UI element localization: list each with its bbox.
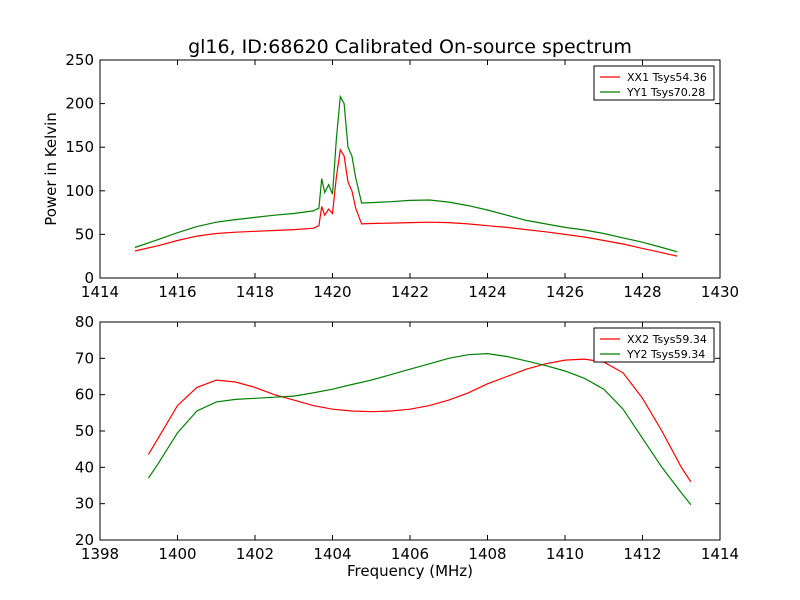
y-tick-label: 80	[75, 313, 94, 331]
y-tick-label: 60	[75, 386, 94, 404]
y-tick-label: 20	[75, 531, 94, 549]
x-tick-label: 1398	[81, 545, 119, 563]
series-line-1	[147, 358, 692, 483]
x-tick-label: 1416	[158, 283, 196, 301]
top-panel: 1414 1416 1418 1420 1422 1424 1426 1428 1430 0 50 1…	[42, 51, 739, 301]
bottom-panel: 1398 1400 1402 1404 1406 1408 1410 1412 1414 20 30…	[75, 313, 739, 580]
legend-label: YY2 Tsys59.34	[626, 348, 705, 361]
y-tick-label: 100	[65, 182, 94, 200]
x-tick-label: 1420	[313, 283, 351, 301]
legend-box	[593, 327, 715, 363]
x-tick-label: 1428	[623, 283, 661, 301]
legend: XX2 Tsys59.34 YY2 Tsys59.34	[593, 327, 715, 363]
x-tick-label: 1412	[623, 545, 661, 563]
y-tick-label: 40	[75, 458, 94, 476]
y-tick-label: 0	[84, 269, 94, 287]
y-tick-label: 30	[75, 495, 94, 513]
x-tick-label: 1430	[701, 283, 739, 301]
x-tick-label: 1426	[546, 283, 584, 301]
y-axis-title: Power in Kelvin	[42, 112, 60, 226]
series-line-1	[134, 148, 678, 257]
x-tick-label: 1424	[468, 283, 506, 301]
x-tick-label: 1406	[391, 545, 429, 563]
legend-box	[593, 65, 715, 101]
x-tick-label: 1414	[701, 545, 739, 563]
y-tick-label: 50	[75, 225, 94, 243]
y-tick-label: 70	[75, 349, 94, 367]
legend-label: YY1 Tsys70.28	[626, 86, 705, 99]
y-tick-label: 50	[75, 422, 94, 440]
y-tick-label: 150	[65, 138, 94, 156]
x-tick-label: 1410	[546, 545, 584, 563]
legend-label: XX1 Tsys54.36	[627, 71, 707, 84]
x-tick-label: 1414	[81, 283, 119, 301]
x-tick-label: 1422	[391, 283, 429, 301]
legend-label: XX2 Tsys59.34	[627, 333, 707, 346]
x-tick-label: 1404	[313, 545, 351, 563]
x-tick-label: 1418	[236, 283, 274, 301]
figure-title: gl16, ID:68620 Calibrated On-source spec…	[188, 36, 632, 58]
series-line-2	[134, 94, 678, 253]
y-tick-label: 250	[65, 51, 94, 69]
x-tick-label: 1408	[468, 545, 506, 563]
x-tick-label: 1400	[158, 545, 196, 563]
legend: XX1 Tsys54.36 YY1 Tsys70.28	[593, 65, 715, 101]
x-tick-label: 1402	[236, 545, 274, 563]
x-axis-title: Frequency (MHz)	[347, 562, 473, 580]
y-tick-label: 200	[65, 95, 94, 113]
series-line-2	[147, 352, 692, 506]
